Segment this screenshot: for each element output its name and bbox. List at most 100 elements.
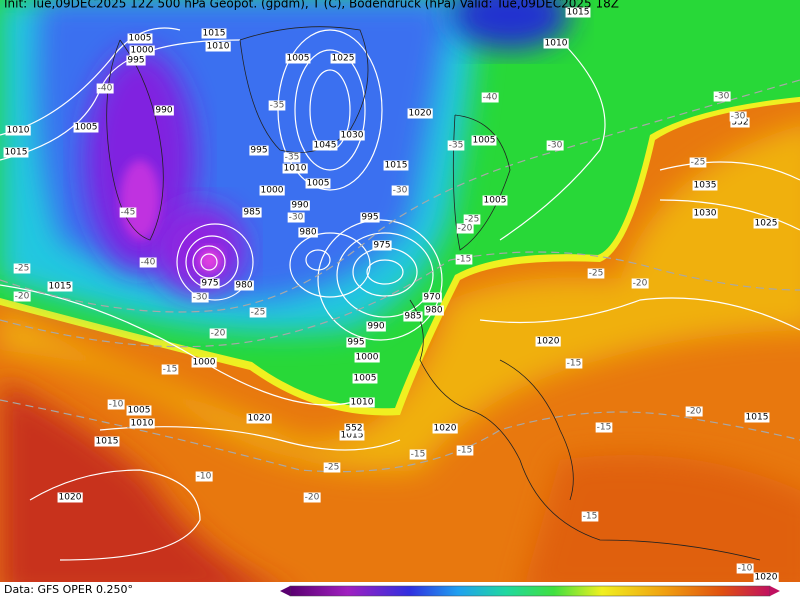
isobar-label-text: 1010 [7,126,30,136]
label-box [744,412,770,423]
isobar-label-text: 1000 [356,353,379,363]
isobar-label-text: 995 [347,338,364,348]
label-box [96,83,114,94]
isobar-label-text: 1015 [203,29,226,39]
isobar-label: 1030 [339,130,365,141]
temperature-label: -45 [119,207,137,218]
isobar-label: 975 [200,278,220,289]
isobar-label-text: 1005 [128,406,151,416]
isobar-label-text: 980 [425,306,442,316]
label-box [268,100,286,111]
temperature-label: -20 [631,278,649,289]
temperature-label-text: -20 [211,329,226,339]
label-box [285,53,311,64]
label-box [432,423,458,434]
isobar-label: 985 [403,311,423,322]
temperature-label-text: -20 [458,224,473,234]
label-box [360,212,380,223]
coastlines [106,26,761,561]
label-box [543,38,569,49]
isobar-label-text: 1010 [207,42,230,52]
isobar-label-text: 1015 [49,282,72,292]
label-box [323,462,341,473]
isobar-label-text: 975 [373,241,390,251]
label-box [161,364,179,375]
label-box [119,207,137,218]
label-box [692,208,718,219]
isobar-label-text: 980 [299,228,316,238]
label-box [565,7,591,18]
temperature-label-text: -30 [393,186,408,196]
isobar-label: 1015 [339,430,365,441]
temperature-label-text: -25 [465,215,480,225]
label-box [129,45,155,56]
temperature-label-text: -20 [15,292,30,302]
temperature-label-text: -25 [15,264,30,274]
isobar-label: 1010 [543,38,569,49]
temperature-label: -25 [689,157,707,168]
isobar-label: 1045 [312,140,338,151]
temperature-label-text: -30 [289,213,304,223]
label-box [463,214,481,225]
label-box [195,471,213,482]
temperature-label: -35 [268,100,286,111]
label-box [689,157,707,168]
temperature-label-text: -25 [325,463,340,473]
map-header: Init: Tue,09DEC2025 12Z 500 hPa Geopot. … [4,0,619,11]
temperature-label-text: -25 [589,269,604,279]
label-box [424,305,444,316]
isobar-label: 1005 [471,135,497,146]
temperature-label: -10 [107,399,125,410]
label-box [482,195,508,206]
isobar-label-text: 1010 [545,39,568,49]
temperature-label: -25 [13,263,31,274]
label-box [366,321,386,332]
isobar-label-text: 990 [155,106,172,116]
isobar-label-text: 990 [367,322,384,332]
isobar-label: 1005 [126,405,152,416]
isobar-label-text: 1015 [5,148,28,158]
temperature-label: -35 [283,152,301,163]
label-box [692,180,718,191]
label-box [13,291,31,302]
isobar-label-text: 985 [243,208,260,218]
temperature-label-text: -30 [715,92,730,102]
label-box [481,92,499,103]
temperature-label: -25 [249,307,267,318]
isobar-label-text: 975 [201,279,218,289]
isobar-label-text: 552 [345,424,362,434]
isobar-label: 1000 [191,357,217,368]
colorbar-arrow [770,586,780,596]
isobar-label-text: 1000 [261,186,284,196]
label-box [107,399,125,410]
isobar-label: 1020 [407,108,433,119]
label-box [312,140,338,151]
isobar-label-text: 1020 [537,337,560,347]
isobar-label: 995 [360,212,380,223]
temperature-label: -30 [546,140,564,151]
label-box [13,263,31,274]
label-box [191,357,217,368]
temperature-label: -15 [581,511,599,522]
label-box [729,111,747,122]
isobar-label: 1000 [129,45,155,56]
temperature-label: -25 [323,462,341,473]
label-box [330,53,356,64]
temperature-label: -40 [481,92,499,103]
isobar-label-text: 1020 [434,424,457,434]
purple-field [155,205,245,295]
label-box [383,160,409,171]
blue-field [450,0,570,50]
label-box [565,358,583,369]
label-box [339,130,365,141]
label-box [730,117,750,128]
label-box [339,430,365,441]
isobar-label: 1015 [94,436,120,447]
isobar-label: 1005 [305,178,331,189]
isobar-label-text: 1005 [287,54,310,64]
isobar-label: 1005 [73,122,99,133]
label-box [456,445,474,456]
label-box [346,337,366,348]
temperature-label: -15 [455,254,473,265]
label-box [471,135,497,146]
